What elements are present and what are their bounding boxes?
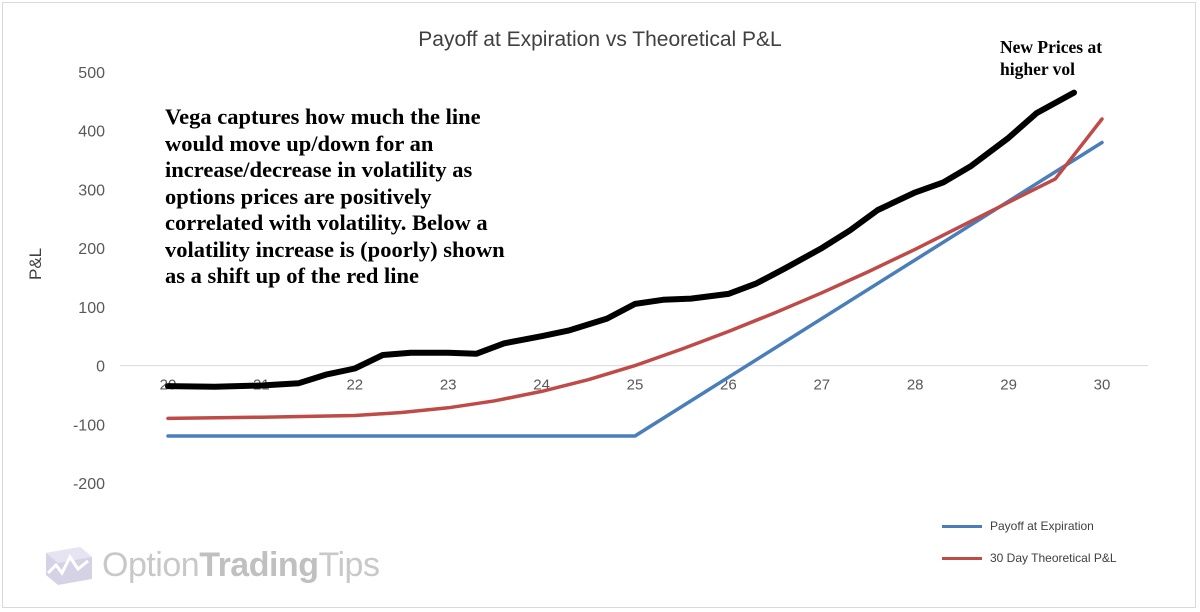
logo-icon (46, 547, 92, 585)
y-axis-label: P&L (26, 247, 45, 280)
vega-callout: Vega captures how much the line would mo… (165, 104, 625, 290)
x-tick-label: 30 (1094, 377, 1111, 394)
x-tick-label: 28 (907, 377, 924, 394)
brand-logo: OptionTradingTips (40, 540, 380, 590)
x-tick-label: 23 (440, 377, 457, 394)
logo-text-option: Option (102, 545, 200, 584)
chart-legend: Payoff at Expiration 30 Day Theoretical … (942, 510, 1117, 574)
series-line-payoff (166, 140, 1104, 438)
note-line: New Prices at (1000, 37, 1103, 57)
callout-line: volatility increase is (poorly) shown (165, 236, 505, 262)
legend-label-theoretical: 30 Day Theoretical P&L (990, 551, 1117, 565)
series-line-new-prices (165, 89, 1077, 390)
callout-line: Vega captures how much the line (165, 104, 481, 129)
y-tick-label: 300 (78, 182, 105, 199)
x-tick-label: 25 (627, 377, 644, 394)
y-tick-label: 0 (96, 359, 105, 376)
y-tick-label: -100 (73, 417, 105, 434)
x-tick-label: 29 (1000, 377, 1017, 394)
legend-swatch-theoretical (942, 556, 982, 560)
y-tick-label: 400 (78, 124, 105, 141)
callout-line: as a shift up of the red line (165, 263, 419, 288)
y-tick-label: 500 (78, 65, 105, 82)
callout-line: would move up/down for an (165, 130, 434, 156)
note-line: higher vol (1000, 59, 1076, 79)
legend-swatch-payoff (942, 524, 982, 528)
y-tick-label: 100 (78, 300, 105, 317)
callout-line: correlated with volatility. Below a (165, 210, 488, 235)
logo-text-trading: Trading (199, 545, 319, 584)
chart-title: Payoff at Expiration vs Theoretical P&L (418, 28, 782, 51)
y-tick-label: 200 (78, 241, 105, 258)
series-layer (165, 89, 1104, 438)
logo-text-tips: Tips (318, 545, 380, 584)
logo-wordmark: OptionTradingTips (102, 545, 380, 585)
axes-layer: 20 21 22 23 24 25 26 27 28 29 305004003002001000-1… (73, 65, 1148, 493)
legend-item-theoretical: 30 Day Theoretical P&L (942, 542, 1117, 574)
callout-line: increase/decrease in volatility as (165, 157, 473, 182)
series-line-theoretical (166, 117, 1104, 421)
new-prices-note: New Prices at higher vol (1000, 36, 1102, 80)
legend-label-payoff: Payoff at Expiration (990, 519, 1094, 533)
y-tick-label: -200 (73, 476, 105, 493)
x-tick-label: 22 (346, 377, 363, 394)
legend-item-payoff: Payoff at Expiration (942, 510, 1117, 542)
x-tick-label: 27 (813, 377, 830, 394)
callout-line: options prices are positively (165, 183, 432, 209)
